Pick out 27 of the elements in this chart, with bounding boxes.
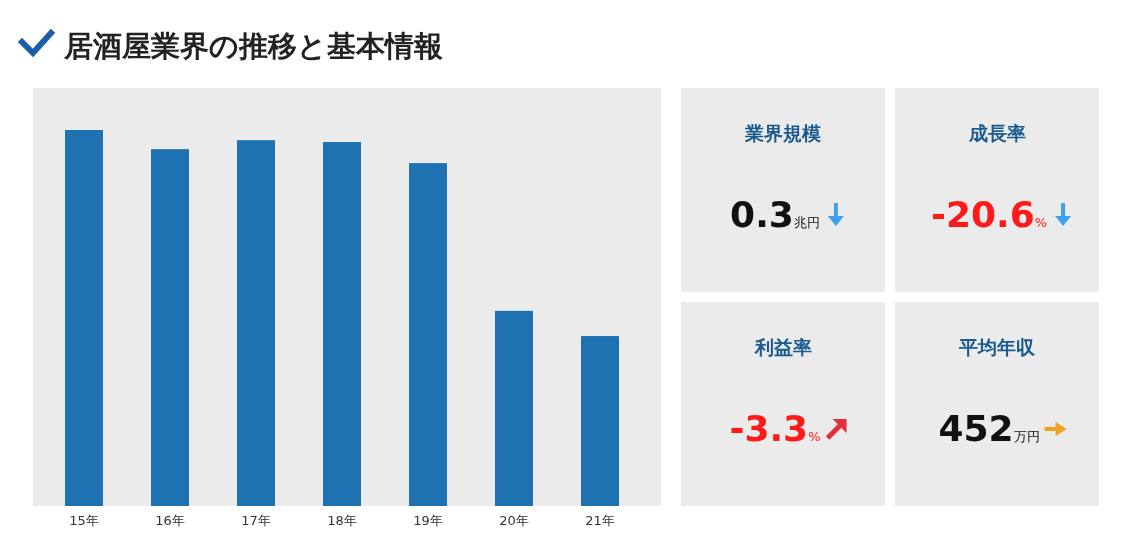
text: 兆円 [793,215,820,230]
x-tick-label: 21年 [585,513,615,528]
text: -20.6 [930,194,1035,235]
text: 万円 [1013,429,1040,444]
bar [323,142,361,506]
text: 利益率 [753,336,812,358]
bar [151,149,189,506]
bar [581,336,619,506]
text: % [1034,215,1048,230]
x-tick-label: 19年 [413,513,443,528]
chart-title: 居酒屋業界の推移と基本情報 [63,29,443,63]
text: 452 [938,408,1014,449]
text: % [808,429,821,444]
text: 業界規模 [744,122,821,144]
x-tick-label: 15年 [69,513,99,528]
bar [237,140,275,506]
x-tick-label: 20年 [499,513,529,528]
x-tick-label: 18年 [327,513,357,528]
bar [495,310,533,506]
text: 平均年収 [958,336,1036,358]
x-tick-label: 17年 [241,513,271,528]
x-tick-label: 16年 [155,513,185,528]
text: 0.3 [730,194,794,235]
bar [65,130,103,506]
text: 成長率 [967,122,1026,144]
bar [409,163,447,506]
text: -3.3 [729,408,809,449]
